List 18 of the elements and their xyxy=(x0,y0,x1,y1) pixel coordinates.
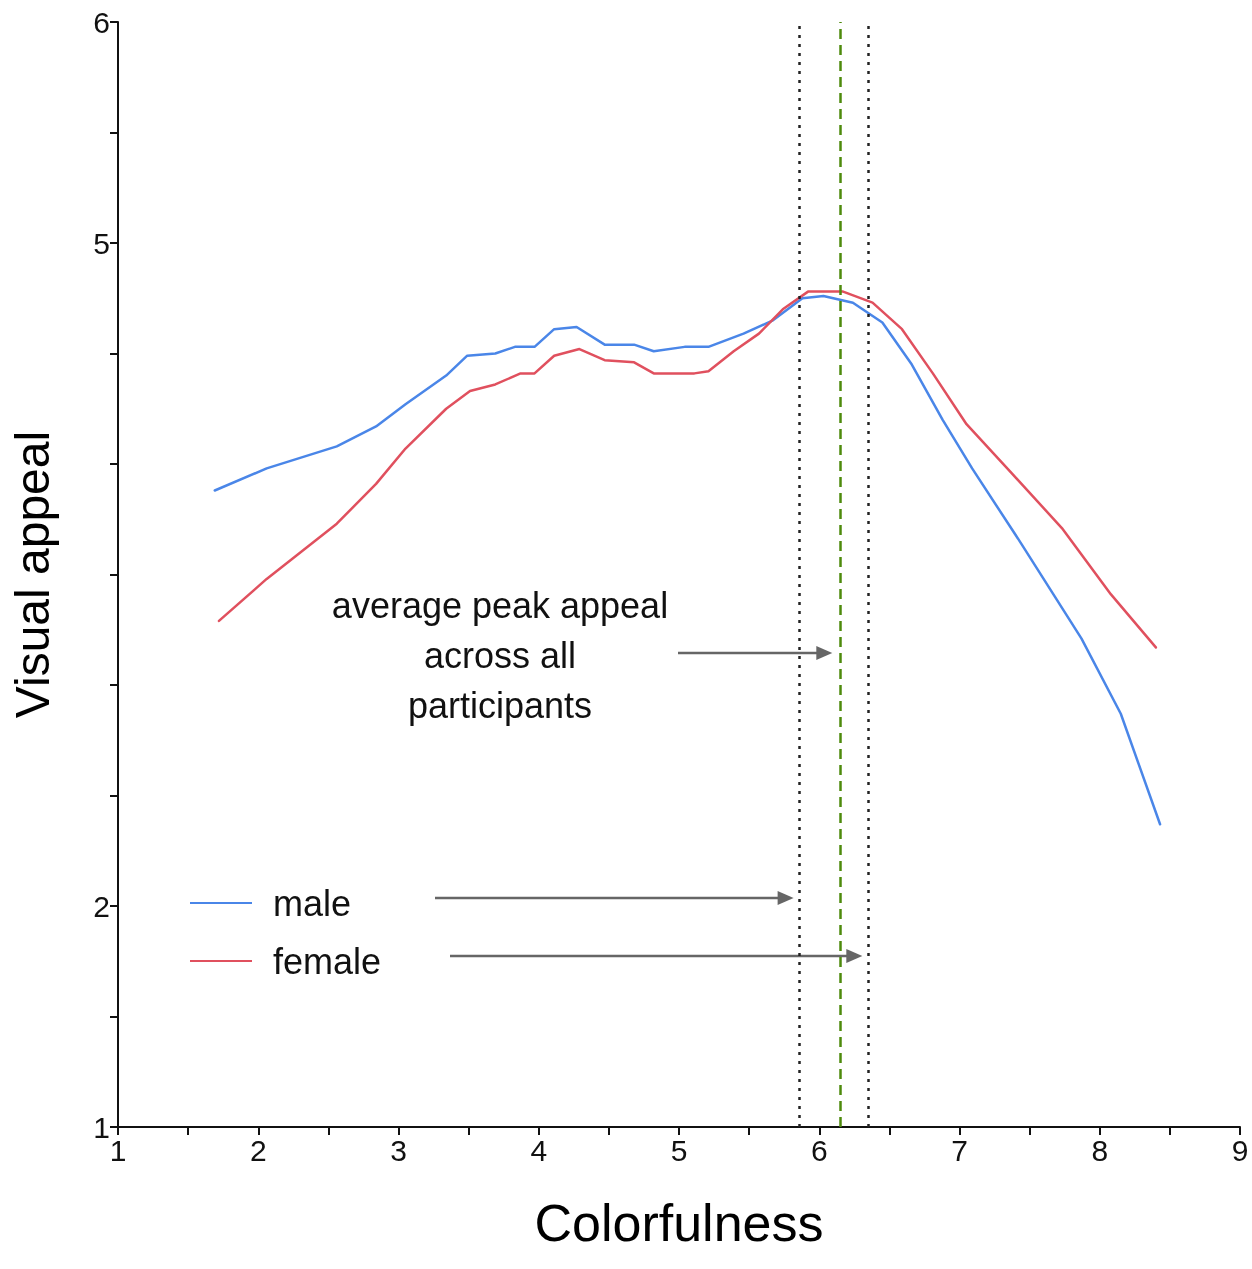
x-tick-label: 9 xyxy=(1231,1133,1249,1167)
x-tick-label: 6 xyxy=(810,1133,828,1167)
y-tick-label: 5 xyxy=(93,226,110,260)
y-tick-label: 6 xyxy=(93,5,110,39)
x-tick-label: 8 xyxy=(1091,1133,1109,1167)
line-series xyxy=(213,294,1162,826)
x-tick-label: 3 xyxy=(390,1133,407,1167)
y-tick-label: 2 xyxy=(93,889,110,923)
x-tick-label: 7 xyxy=(951,1133,968,1167)
y-axis-title: Visual appeal xyxy=(5,430,59,719)
legend-label: male xyxy=(273,882,352,924)
x-tick-label: 2 xyxy=(249,1133,267,1167)
x-tick-label: 4 xyxy=(530,1133,548,1167)
x-tick-label: 5 xyxy=(670,1133,688,1167)
annotation: average peak appeal across all participants xyxy=(331,584,669,726)
x-axis-title: Colorfulness xyxy=(534,1194,824,1252)
legend-label: female xyxy=(273,940,382,982)
y-tick-label: 1 xyxy=(93,1110,110,1144)
